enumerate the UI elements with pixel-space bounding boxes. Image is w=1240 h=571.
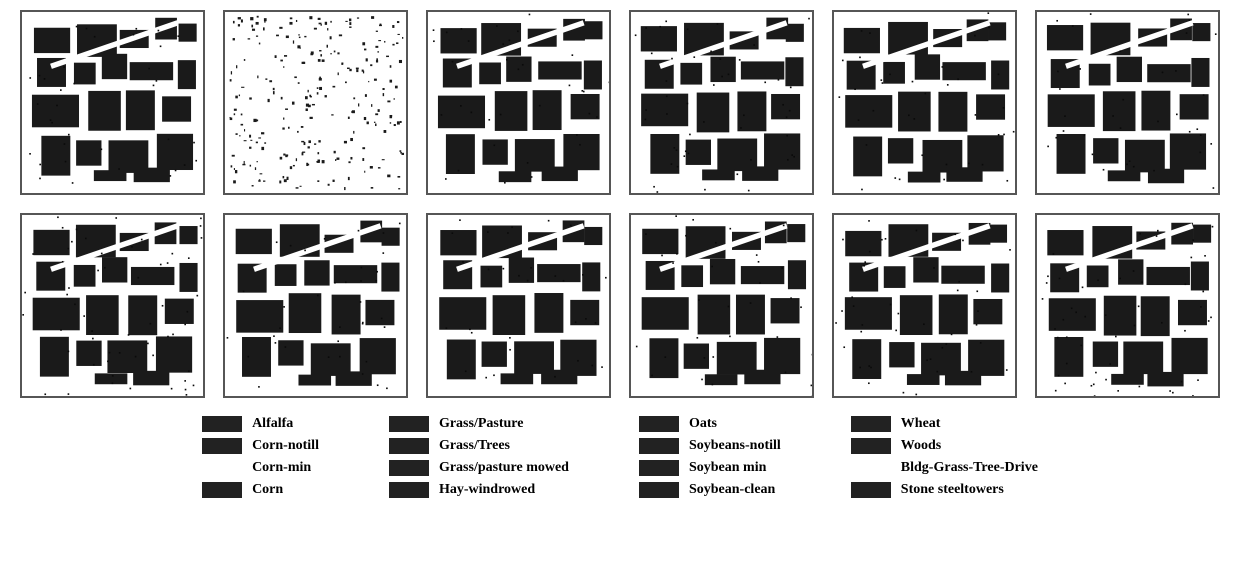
legend-item: Woods	[851, 438, 1038, 454]
legend-swatch	[639, 482, 679, 498]
legend-item: Corn-min	[202, 460, 319, 476]
legend-label: Oats	[689, 416, 717, 432]
legend-label: Alfalfa	[252, 416, 293, 432]
classification-map-panel	[426, 10, 611, 195]
legend-swatch	[202, 438, 242, 454]
legend-label: Wheat	[901, 416, 941, 432]
legend-swatch	[639, 438, 679, 454]
legend-item: Alfalfa	[202, 416, 319, 432]
legend-swatch	[851, 482, 891, 498]
legend-item: Bldg-Grass-Tree-Drive	[851, 460, 1038, 476]
legend-item: Stone steeltowers	[851, 482, 1038, 498]
legend-label: Grass/pasture mowed	[439, 460, 569, 476]
legend-item: Oats	[639, 416, 781, 432]
legend-item: Corn	[202, 482, 319, 498]
legend-swatch	[639, 460, 679, 476]
legend-swatch	[389, 438, 429, 454]
legend-label: Soybean-clean	[689, 482, 775, 498]
legend-swatch	[389, 460, 429, 476]
legend-item: Soybean-clean	[639, 482, 781, 498]
classification-map-panel	[20, 213, 205, 398]
classification-map-grid	[20, 10, 1220, 398]
legend-label: Corn-notill	[252, 438, 319, 454]
classification-map-panel	[426, 213, 611, 398]
legend-swatch	[639, 416, 679, 432]
legend-label: Hay-windrowed	[439, 482, 535, 498]
legend-swatch	[851, 460, 891, 476]
legend-item: Grass/Pasture	[389, 416, 569, 432]
legend-label: Soybeans-notill	[689, 438, 781, 454]
legend-item: Wheat	[851, 416, 1038, 432]
legend-swatch	[202, 482, 242, 498]
legend-swatch	[389, 416, 429, 432]
legend-label: Bldg-Grass-Tree-Drive	[901, 460, 1038, 476]
classification-map-panel	[1035, 10, 1220, 195]
legend-item: Grass/Trees	[389, 438, 569, 454]
legend-swatch	[851, 416, 891, 432]
legend-swatch	[202, 460, 242, 476]
classification-map-panel	[1035, 213, 1220, 398]
legend-label: Stone steeltowers	[901, 482, 1004, 498]
legend-swatch	[389, 482, 429, 498]
legend-label: Corn-min	[252, 460, 311, 476]
classification-map-panel	[832, 213, 1017, 398]
classification-map-panel	[629, 10, 814, 195]
legend-item: Grass/pasture mowed	[389, 460, 569, 476]
classification-map-panel	[629, 213, 814, 398]
legend-item: Soybeans-notill	[639, 438, 781, 454]
legend-item: Corn-notill	[202, 438, 319, 454]
classification-map-panel	[223, 213, 408, 398]
legend-label: Grass/Pasture	[439, 416, 524, 432]
legend-swatch	[202, 416, 242, 432]
legend-label: Woods	[901, 438, 941, 454]
classification-map-panel	[20, 10, 205, 195]
legend-item: Soybean min	[639, 460, 781, 476]
classification-map-panel	[832, 10, 1017, 195]
legend-item: Hay-windrowed	[389, 482, 569, 498]
legend-label: Grass/Trees	[439, 438, 510, 454]
legend-label: Soybean min	[689, 460, 766, 476]
classification-map-panel	[223, 10, 408, 195]
class-legend: Alfalfa Grass/Pasture Oats Wheat Corn-notill…	[20, 416, 1220, 498]
legend-label: Corn	[252, 482, 283, 498]
legend-swatch	[851, 438, 891, 454]
